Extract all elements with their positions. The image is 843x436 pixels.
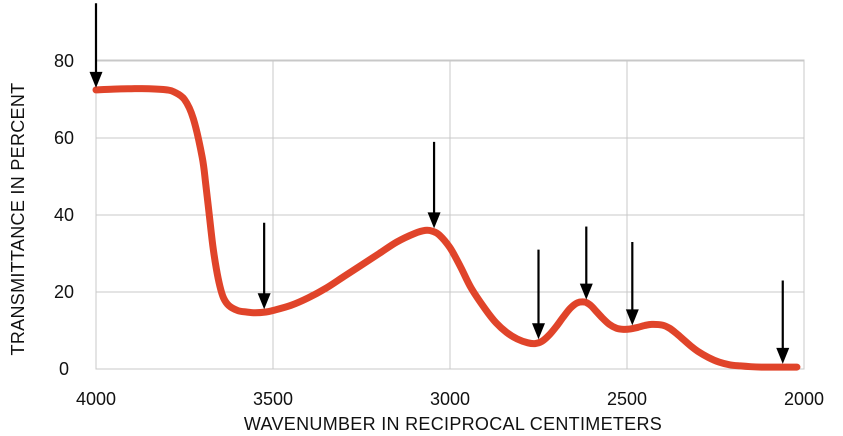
arrow-head <box>532 323 545 340</box>
peak-arrow <box>776 280 790 364</box>
transmittance-line <box>92 85 801 371</box>
x-tick-label: 2500 <box>607 389 647 409</box>
arrow-head <box>257 293 271 310</box>
y-tick-label: 60 <box>54 128 74 148</box>
y-tick-label: 80 <box>54 51 74 71</box>
arrow-head <box>625 309 639 326</box>
y-axis-title: TRANSMITTANCE IN PERCENT <box>8 83 28 356</box>
x-tick-label: 4000 <box>76 389 116 409</box>
peak-arrow <box>257 222 271 310</box>
arrow-annotations <box>89 3 790 364</box>
peak-arrow <box>89 3 103 88</box>
peak-arrow <box>532 249 545 340</box>
x-tick-label: 2000 <box>784 389 824 409</box>
y-tick-label: 40 <box>54 205 74 225</box>
x-tick-label: 3000 <box>430 389 470 409</box>
plot-frame <box>95 59 805 370</box>
tick-labels: 0 20 40 60 80 4000 3500 3000 2500 2000 <box>54 51 824 409</box>
peak-arrow <box>427 141 441 229</box>
peak-arrow <box>625 241 639 326</box>
peak-arrow <box>579 226 593 300</box>
x-axis-title: WAVENUMBER IN RECIPROCAL CENTIMETERS <box>244 414 662 434</box>
y-tick-label: 20 <box>54 282 74 302</box>
arrow-head <box>776 347 790 364</box>
arrow-head <box>427 212 441 229</box>
arrow-head <box>89 71 103 88</box>
x-tick-label: 3500 <box>253 389 293 409</box>
series-layer <box>92 85 801 371</box>
arrow-head <box>579 283 593 300</box>
grid <box>95 59 805 370</box>
y-tick-label: 0 <box>59 359 69 379</box>
